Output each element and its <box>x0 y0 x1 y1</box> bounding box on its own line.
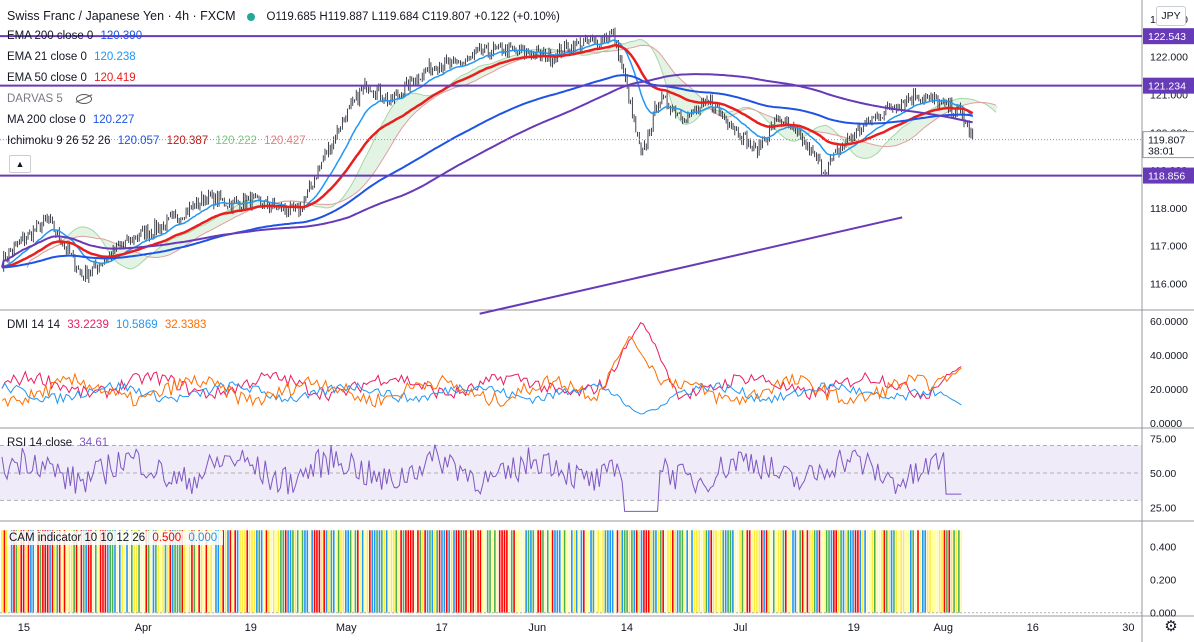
time-tick-label: Jul <box>733 622 747 634</box>
legend-label: CAM indicator 10 10 12 26 <box>9 532 146 544</box>
legend-label: EMA 200 close 0 <box>7 30 94 42</box>
dmi-tick-label: 0.0000 <box>1150 418 1182 430</box>
legend-value: 34.61 <box>79 437 109 449</box>
price-tick-label: 122.000 <box>1150 52 1188 64</box>
legend-value: 120.227 <box>92 114 135 126</box>
dmi-tick-label: 20.0000 <box>1150 384 1188 396</box>
ma-line-ema-21 <box>1 39 974 269</box>
ichimoku-span-b <box>26 44 997 268</box>
chevron-up-icon: ▲ <box>15 159 25 169</box>
legend-value: 33.2239 <box>67 319 109 331</box>
ichimoku-cloud <box>27 39 998 270</box>
legend-rsi[interactable]: RSI 14 close 34.61 <box>7 436 112 450</box>
legend-value: 120.057 <box>117 135 160 147</box>
legend-darvas[interactable]: DARVAS 5 <box>7 92 96 106</box>
time-tick-label: 15 <box>18 622 30 634</box>
legend-value: 120.238 <box>94 51 136 63</box>
ohlc-values: O119.685 H119.887 L119.684 C119.807 +0.1… <box>266 11 560 23</box>
dmi-line <box>1 322 962 402</box>
price-tick-label: 118.000 <box>1150 203 1187 215</box>
legend-value: 120.419 <box>94 72 136 84</box>
legend-value: 0.500 <box>152 532 182 544</box>
price-label-box <box>1142 131 1194 159</box>
countdown-label: 38:01 <box>1148 146 1174 158</box>
collapse-legend-button[interactable]: ▲ <box>9 155 31 173</box>
cam-tick-label: 0.400 <box>1150 542 1176 554</box>
price-tick-label: 117.000 <box>1150 241 1187 253</box>
legend-ema50[interactable]: EMA 50 close 0 120.419 <box>7 71 140 85</box>
dmi-tick-label: 60.0000 <box>1150 316 1188 328</box>
time-tick-label: May <box>336 622 357 634</box>
dmi-line <box>1 336 962 408</box>
legend-ma200[interactable]: MA 200 close 0 120.227 <box>7 113 138 127</box>
price-label-box <box>1143 167 1194 184</box>
market-open-dot <box>247 12 256 21</box>
price-label-text: 121.234 <box>1148 81 1186 93</box>
price-label-box <box>1143 28 1194 45</box>
legend-value: 120.390 <box>100 30 143 42</box>
legend-ema21[interactable]: EMA 21 close 0 120.238 <box>7 50 140 64</box>
legend-label: MA 200 close 0 <box>7 114 86 126</box>
legend-value: 10.5869 <box>116 319 158 331</box>
legend-dmi[interactable]: DMI 14 14 33.2239 10.5869 32.3383 <box>7 318 210 332</box>
legend-value: 32.3383 <box>164 319 207 331</box>
rsi-tick-label: 50.00 <box>1150 468 1176 480</box>
legend-label: DMI 14 14 <box>7 319 61 331</box>
legend-ichimoku[interactable]: Ichimoku 9 26 52 26 120.057 120.387 120.… <box>7 134 310 148</box>
symbol-title[interactable]: Swiss Franc / Japanese Yen · 4h · FXCM <box>7 9 236 23</box>
legend-label: DARVAS 5 <box>7 93 63 105</box>
currency-button[interactable]: JPY <box>1156 6 1186 26</box>
legend-label: EMA 21 close 0 <box>7 51 87 63</box>
legend-label: RSI 14 close <box>7 437 73 449</box>
rsi-tick-label: 25.00 <box>1150 502 1176 514</box>
price-tick-label: 116.000 <box>1150 279 1187 291</box>
legend-value: 120.387 <box>166 135 209 147</box>
ma-line-ma-200 <box>1 73 973 268</box>
dmi-tick-label: 40.0000 <box>1150 350 1188 362</box>
trend-line <box>479 216 903 315</box>
dmi-line <box>1 381 962 415</box>
time-tick-label: 19 <box>245 622 257 634</box>
time-tick-label: Aug <box>933 622 953 634</box>
time-tick-label: 30 <box>1122 622 1134 634</box>
time-tick-label: Jun <box>528 622 546 634</box>
hidden-eye-icon[interactable] <box>76 93 93 104</box>
ma-line-ema-200 <box>1 74 973 269</box>
price-label-text: 122.543 <box>1148 31 1186 43</box>
price-label-text: 118.856 <box>1148 171 1185 183</box>
symbol-header: Swiss Franc / Japanese Yen · 4h · FXCM O… <box>7 9 560 23</box>
legend-value: 0.000 <box>188 532 218 544</box>
legend-label: EMA 50 close 0 <box>7 72 87 84</box>
time-tick-label: 16 <box>1027 622 1039 634</box>
legend-label: Ichimoku 9 26 52 26 <box>7 135 111 147</box>
legend-value: 120.222 <box>215 135 257 147</box>
legend-ema200[interactable]: EMA 200 close 0 120.390 <box>7 29 146 43</box>
time-tick-label: 17 <box>436 622 448 634</box>
legend-value: 120.427 <box>264 135 306 147</box>
cam-tick-label: 0.000 <box>1150 608 1176 620</box>
ma-line-ema-50 <box>1 44 974 269</box>
legend-cam[interactable]: CAM indicator 10 10 12 26 0.500 0.000 <box>7 531 224 545</box>
time-tick-label: 14 <box>621 622 633 634</box>
price-label-box <box>1143 77 1194 94</box>
time-tick-label: Apr <box>135 622 152 634</box>
time-tick-label: 19 <box>848 622 860 634</box>
rsi-line <box>1 444 962 512</box>
cam-tick-label: 0.200 <box>1150 575 1176 587</box>
gear-icon[interactable]: ⚙ <box>1164 618 1178 635</box>
ichimoku-span-a <box>26 39 997 270</box>
rsi-tick-label: 75.00 <box>1150 434 1176 446</box>
price-label-text: 119.807 <box>1148 135 1185 147</box>
